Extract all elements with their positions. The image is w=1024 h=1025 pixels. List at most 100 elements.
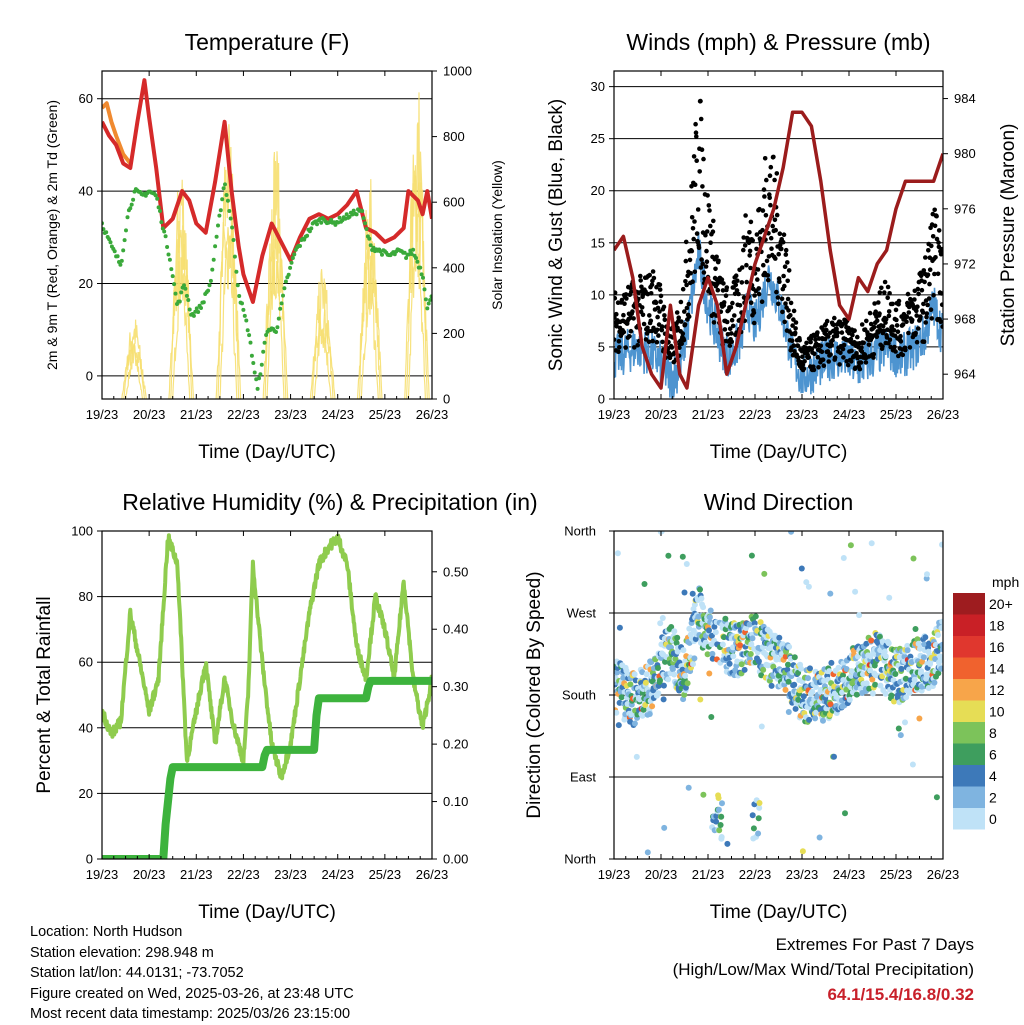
y-tick-label-right: 0.20 [443,737,468,752]
dewpoint-point [251,361,256,365]
dewpoint-point [380,252,384,257]
gust-point [880,323,886,329]
recent-timestamp: Most recent data timestamp: 2025/03/26 2… [30,1006,351,1022]
gust-point [791,343,796,348]
gust-point [739,280,745,285]
gust-point [704,229,710,234]
gust-point [920,310,926,315]
direction-point [746,621,753,628]
gust-point [786,268,792,273]
direction-point [614,550,621,557]
gust-point [900,322,906,327]
direction-point [881,648,888,655]
x-tick-label: 20/23 [645,867,678,882]
gust-point [861,340,866,346]
plot-area [102,78,432,399]
gust-point [940,324,943,329]
direction-point [923,575,930,582]
gust-point [693,121,698,127]
gust-point [864,318,869,324]
gust-point [688,271,693,276]
direction-point [835,664,842,671]
gust-point [929,243,934,249]
gust-point [800,354,805,360]
temperature-panel: 19/23 20/23 21/23 22/23 23/23 24/23 25/23 26/23… [44,29,505,463]
gust-point [623,292,629,297]
dewpoint-point [220,197,225,202]
gust-point [701,156,706,162]
precip-line [102,676,432,859]
solar-insolation-line [360,252,383,399]
gust-point [898,339,904,344]
y-tick-label-right: 972 [954,256,976,271]
gust-point [882,279,888,285]
direction-point [686,625,693,632]
gust-point [839,330,845,335]
gust-point [748,300,754,306]
direction-point [721,634,727,641]
gust-point [761,262,766,268]
y-tick-label-right: 964 [954,367,976,382]
dewpoint-point [290,256,295,260]
dewpoint-point [194,306,199,311]
y-tick-label-left: East [570,770,596,785]
direction-point [749,635,756,642]
dewpoint-point [289,260,294,265]
gust-point [815,330,820,335]
gust-point [900,352,906,358]
gust-point [699,257,704,262]
gust-point [629,289,634,295]
direction-point [685,784,692,791]
gust-point [656,333,661,338]
gust-point [732,291,738,297]
dewpoint-point [163,234,168,239]
dewpoint-point [125,215,130,220]
y-tick-label-left: 5 [598,339,605,354]
direction-point [812,684,819,690]
gust-point [730,300,735,306]
gust-point [904,314,910,320]
x-tick-label: 21/23 [692,867,725,882]
dewpoint-point [274,330,278,334]
gust-point [729,331,734,336]
direction-point [798,565,805,572]
gust-point [926,296,932,301]
gust-point [687,257,693,263]
x-tick-label: 26/23 [416,407,449,422]
dewpoint-point [429,294,432,299]
direction-point [671,628,678,635]
direction-point [848,672,855,679]
direction-point [935,632,941,638]
gust-point [921,268,927,273]
y-axis-label-right: Station Pressure (Maroon) [998,124,1019,347]
gust-point [832,355,838,360]
dewpoint-point [351,208,356,213]
direction-point [799,848,806,855]
gust-point [936,228,942,233]
gust-point [774,289,779,295]
x-tick-label: 24/23 [321,867,354,882]
dewpoint-point [286,272,291,277]
gust-point [723,293,729,299]
gust-point [684,305,690,311]
gust-point [655,305,661,311]
dewpoint-point [122,238,127,243]
direction-point [660,696,667,703]
gust-point [892,344,897,350]
direction-point [679,553,686,560]
direction-point [791,681,798,688]
dewpoint-point [217,213,222,218]
gust-point [932,223,938,229]
direction-point [698,595,705,602]
direction-point [758,672,765,679]
direction-point [730,644,736,651]
y-tick-label-left: North [564,524,596,539]
y-tick-label-left: 80 [79,589,93,604]
gust-point [882,290,887,295]
dewpoint-point [368,243,373,248]
direction-point [704,651,711,658]
dewpoint-point [309,226,314,231]
wind-direction-panel: 19/23 20/23 21/23 22/23 23/23 24/23 25/23 26/23… [524,489,1019,923]
direction-point [924,571,930,578]
colorbar-swatch [953,700,985,722]
